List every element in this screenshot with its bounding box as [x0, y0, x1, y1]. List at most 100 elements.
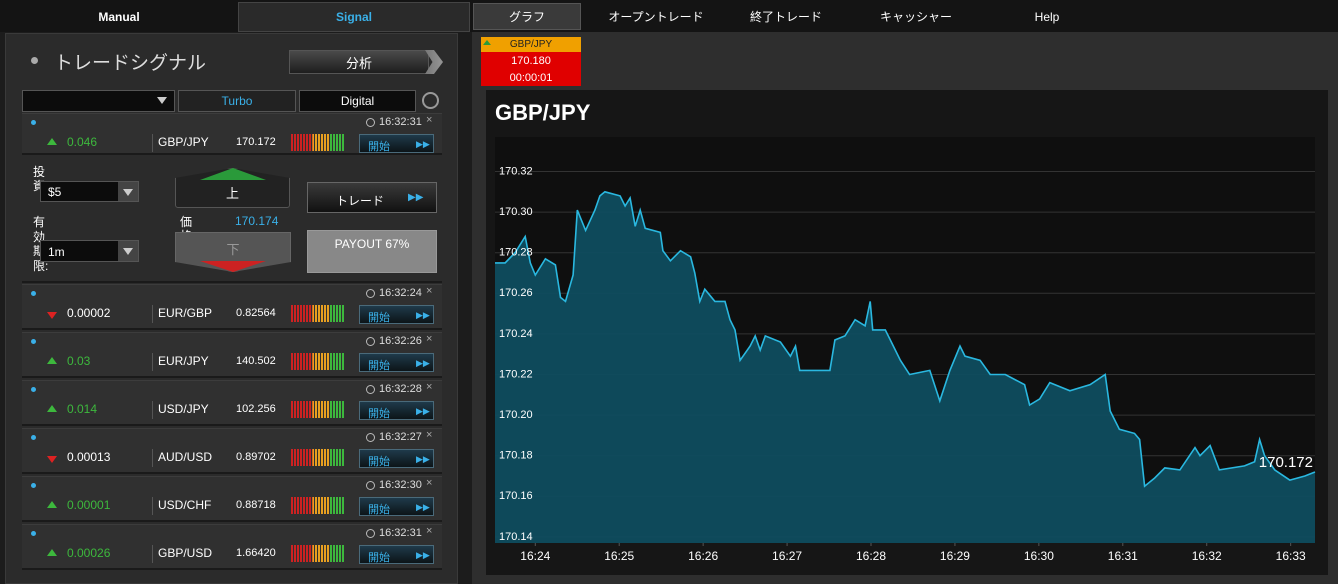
- payout-box: PAYOUT 67%: [307, 230, 437, 273]
- y-tick-label: 170.16: [499, 490, 533, 502]
- nav-tab[interactable]: Help: [1034, 9, 1060, 24]
- x-tick-label: 16:29: [940, 549, 970, 563]
- nav-tab[interactable]: Signal: [238, 2, 470, 32]
- chevrons: ▶▶: [416, 454, 430, 464]
- signal-change: 0.00001: [67, 498, 111, 512]
- signal-row: 16:32:30 × 0.00001 USD/CHF 0.88718 開始 ▶▶: [22, 476, 442, 522]
- signal-price: 0.82564: [236, 307, 276, 319]
- nav-tab[interactable]: オープントレード: [608, 10, 704, 24]
- close-x[interactable]: ×: [426, 477, 433, 489]
- strength-meter: [291, 305, 345, 322]
- up-arrow: [47, 405, 57, 412]
- analyze-button[interactable]: 分析: [289, 50, 429, 74]
- investment-select[interactable]: $5: [40, 181, 139, 202]
- signal-price: 0.88718: [236, 499, 276, 511]
- y-tick-label: 170.22: [499, 368, 533, 380]
- close-x[interactable]: ×: [426, 429, 433, 441]
- x-tick-label: 16:26: [688, 549, 718, 563]
- signal-pair: AUD/USD: [158, 450, 213, 464]
- start-button[interactable]: 開始 ▶▶: [359, 134, 434, 153]
- trade-button[interactable]: トレード: [307, 182, 437, 213]
- signal-time: 16:32:27: [379, 431, 422, 443]
- start-button[interactable]: 開始 ▶▶: [359, 545, 434, 564]
- last-price-label: 170.172: [1259, 454, 1313, 471]
- signal-price: 0.89702: [236, 451, 276, 463]
- x-tick-label: 16:32: [1192, 549, 1222, 563]
- status-dot: [31, 387, 36, 392]
- x-tick-label: 16:30: [1024, 549, 1054, 563]
- y-tick-label: 170.30: [499, 206, 533, 218]
- divider: [152, 353, 153, 371]
- y-tick-label: 170.26: [499, 287, 533, 299]
- close-x[interactable]: ×: [426, 525, 433, 537]
- chevrons: [425, 50, 443, 74]
- chevrons: ▶▶: [416, 502, 430, 512]
- close-x[interactable]: ×: [426, 285, 433, 297]
- signal-time: 16:32:28: [379, 383, 422, 395]
- signal-price: 102.256: [236, 403, 276, 415]
- clock-icon: [366, 289, 375, 298]
- divider: [152, 401, 153, 419]
- chevrons: ▶▶: [416, 550, 430, 560]
- chevrons: ▶▶: [416, 358, 430, 368]
- divider: [152, 497, 153, 515]
- start-button[interactable]: 開始 ▶▶: [359, 401, 434, 420]
- start-button[interactable]: 開始 ▶▶: [359, 353, 434, 372]
- strength-meter: [291, 545, 345, 562]
- divider: [152, 134, 153, 152]
- filter-tab[interactable]: Digital: [299, 90, 416, 112]
- signal-change: 0.03: [67, 354, 91, 368]
- clock-icon: [366, 337, 375, 346]
- signal-pair: USD/CHF: [158, 498, 212, 512]
- chevrons: ▶▶: [416, 310, 430, 320]
- chevrons: ▶▶: [408, 192, 424, 203]
- chevrons: ▶▶: [416, 139, 430, 149]
- divider: [152, 545, 153, 563]
- start-button[interactable]: 開始 ▶▶: [359, 449, 434, 468]
- signal-time: 16:32:30: [379, 479, 422, 491]
- close-x[interactable]: ×: [426, 381, 433, 393]
- nav-tab[interactable]: グラフ: [473, 3, 581, 30]
- info-icon[interactable]: [422, 92, 439, 109]
- signal-change: 0.014: [67, 402, 98, 416]
- nav-tab[interactable]: キャッシャー: [879, 10, 952, 24]
- start-label: 開始: [368, 141, 390, 153]
- status-dot: [31, 483, 36, 488]
- nav-tab[interactable]: 終了トレード: [749, 10, 822, 24]
- signal-price: 170.172: [236, 136, 276, 148]
- strength-meter: [291, 449, 345, 466]
- signal-time: 16:32:31: [379, 527, 422, 539]
- down-arrow: [157, 97, 167, 104]
- up-arrow: [483, 40, 491, 45]
- clock-icon: [366, 433, 375, 442]
- signal-pair: USD/JPY: [158, 402, 209, 416]
- nav-tab[interactable]: Manual: [98, 10, 140, 24]
- status-dot: [31, 435, 36, 440]
- price-label: 価格: [180, 215, 193, 232]
- x-tick-label: 16:27: [772, 549, 802, 563]
- clock-icon: [366, 385, 375, 394]
- signal-row: 16:32:31 × 0.00026 GBP/USD 1.66420 開始 ▶▶: [22, 524, 442, 570]
- mini-ticket-price: 170.180: [481, 52, 581, 69]
- up-arrow: [47, 357, 57, 364]
- filter-dropdown[interactable]: [22, 90, 175, 112]
- start-button[interactable]: 開始 ▶▶: [359, 305, 434, 324]
- clock-icon: [366, 529, 375, 538]
- down-arrow: [47, 456, 57, 463]
- x-tick-label: 16:24: [520, 549, 550, 563]
- chart-title: GBP/JPY: [495, 100, 591, 125]
- start-button[interactable]: 開始 ▶▶: [359, 497, 434, 516]
- y-tick-label: 170.20: [499, 409, 533, 421]
- start-label: 開始: [368, 552, 390, 564]
- signal-pair: GBP/JPY: [158, 135, 209, 149]
- close-x[interactable]: ×: [426, 333, 433, 345]
- close-x[interactable]: ×: [426, 114, 433, 126]
- expiry-select[interactable]: 1m: [40, 240, 139, 262]
- strength-meter: [291, 134, 345, 151]
- panel-title: トレードシグナル: [54, 53, 207, 74]
- signal-row: 16:32:27 × 0.00013 AUD/USD 0.89702 開始 ▶▶: [22, 428, 442, 474]
- up-arrow: [47, 138, 57, 145]
- filter-tab[interactable]: Turbo: [178, 90, 296, 112]
- signal-pair: GBP/USD: [158, 546, 213, 560]
- chevrons: ▶▶: [416, 406, 430, 416]
